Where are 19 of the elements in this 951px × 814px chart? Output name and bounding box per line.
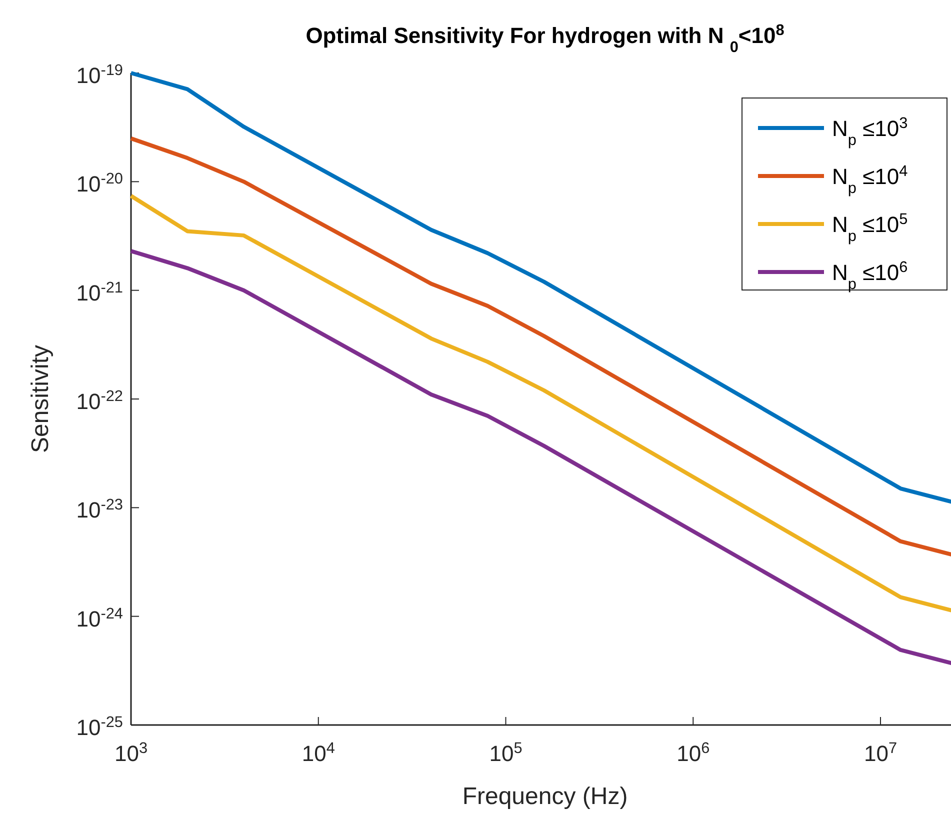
y-axis-title: Sensitivity: [27, 344, 54, 454]
y-tick-label: 10$^{-24}$: [76, 604, 124, 632]
y-tick-label: 10$^{-21}$: [76, 278, 123, 306]
chart-title: Optimal Sensitivity For hydrogen with N $_{0}$<10$^{8}$: [306, 22, 785, 56]
legend-label: N$_{p}$ ≤10$^{5}$: [832, 210, 908, 244]
x-tick-label: 10$^{3}$: [114, 740, 148, 766]
x-axis-title: Frequency (Hz): [462, 783, 628, 810]
y-tick-label: 10$^{-22}$: [76, 388, 123, 414]
legend-label: N$_{p}$ ≤10$^{6}$: [832, 258, 908, 292]
x-tick-label: 10$^{4}$: [302, 740, 336, 766]
legend-label: N$_{p}$ ≤10$^{3}$: [832, 114, 908, 148]
y-tick-label: 10$^{-20}$: [76, 170, 123, 197]
x-tick-label: 10$^{7}$: [864, 740, 898, 766]
legend-label: N$_{p}$ ≤10$^{4}$: [832, 162, 908, 196]
x-tick-label: 10$^{5}$: [489, 740, 522, 766]
y-tick-label: 10$^{-23}$: [76, 496, 123, 523]
y-tick-label: 10$^{-25}$: [76, 714, 123, 740]
x-tick-label: 10$^{6}$: [676, 740, 710, 766]
y-tick-label: 10$^{-19}$: [76, 62, 123, 88]
